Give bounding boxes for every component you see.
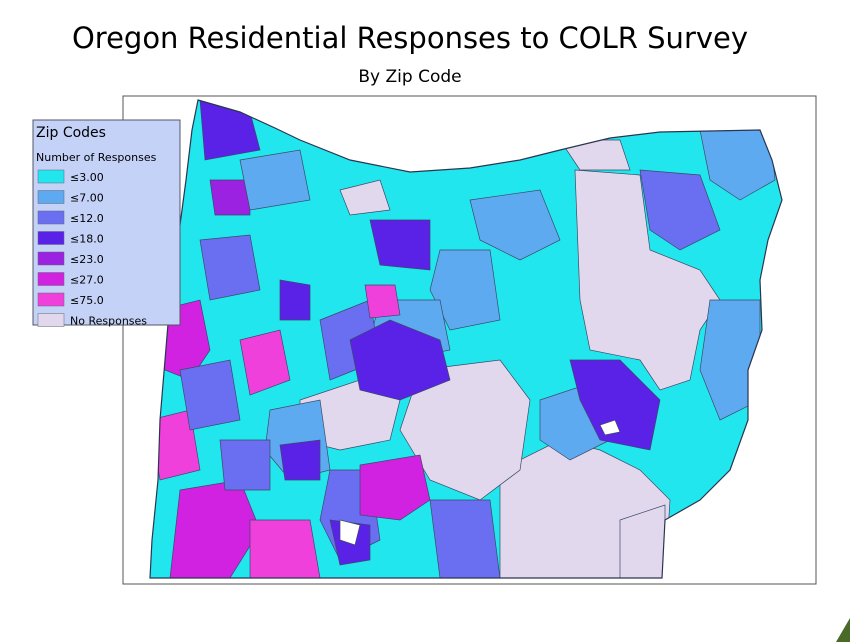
map-title: Oregon Residential Responses to COLR Sur…: [72, 21, 748, 55]
legend-swatch: [37, 292, 65, 307]
legend-label: ≤27.0: [70, 274, 104, 287]
legend-items: ≤3.00 ≤7.00 ≤12.0 ≤18.0 ≤23.0 ≤27.0 ≤75.0 No Re…: [37, 169, 147, 328]
legend-swatch: [37, 251, 65, 266]
legend-label: ≤18.0: [70, 233, 104, 246]
legend-label: ≤75.0: [70, 294, 104, 307]
legend-swatch: [37, 190, 65, 204]
zip-regions: [150, 100, 782, 578]
map-subtitle: By Zip Code: [358, 67, 461, 87]
legend-label: No Responses: [70, 315, 147, 328]
legend-label: ≤23.0: [70, 253, 104, 266]
legend-swatch: [37, 231, 65, 245]
legend-title: Zip Codes: [36, 125, 106, 141]
legend-swatch: [37, 169, 65, 184]
legend: Zip Codes Number of Responses ≤3.00 ≤7.00…: [32, 119, 181, 328]
legend-swatch: [37, 210, 65, 225]
state-outline: [149, 99, 783, 579]
legend-subtitle: Number of Responses: [36, 151, 157, 164]
legend-swatch: [37, 272, 65, 286]
corner-decoration: [836, 618, 850, 642]
legend-label: ≤3.00: [70, 171, 104, 184]
legend-label: ≤7.00: [70, 192, 104, 205]
legend-swatch: [37, 313, 65, 327]
legend-label: ≤12.0: [70, 212, 104, 225]
